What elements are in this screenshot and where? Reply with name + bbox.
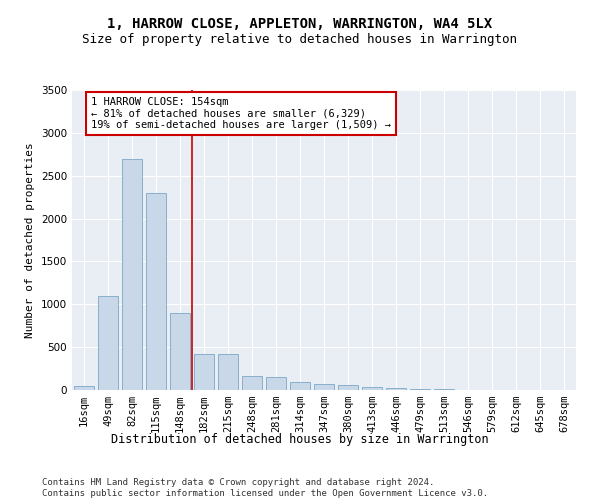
Text: Contains HM Land Registry data © Crown copyright and database right 2024.
Contai: Contains HM Land Registry data © Crown c…: [42, 478, 488, 498]
Bar: [170, 313, 190, 390]
Bar: [410, 389, 430, 390]
Bar: [146, 193, 166, 390]
Text: Size of property relative to detached houses in Warrington: Size of property relative to detached ho…: [83, 32, 517, 46]
Bar: [290, 382, 310, 390]
Bar: [362, 388, 382, 390]
Bar: [266, 377, 286, 390]
Bar: [338, 386, 358, 390]
Bar: [194, 354, 214, 390]
Bar: [386, 388, 406, 390]
Text: Distribution of detached houses by size in Warrington: Distribution of detached houses by size …: [111, 432, 489, 446]
Bar: [242, 376, 262, 390]
Bar: [218, 354, 238, 390]
Text: 1 HARROW CLOSE: 154sqm
← 81% of detached houses are smaller (6,329)
19% of semi-: 1 HARROW CLOSE: 154sqm ← 81% of detached…: [91, 97, 391, 130]
Bar: [122, 158, 142, 390]
Bar: [314, 384, 334, 390]
Text: 1, HARROW CLOSE, APPLETON, WARRINGTON, WA4 5LX: 1, HARROW CLOSE, APPLETON, WARRINGTON, W…: [107, 18, 493, 32]
Bar: [74, 386, 94, 390]
Y-axis label: Number of detached properties: Number of detached properties: [25, 142, 35, 338]
Bar: [98, 296, 118, 390]
